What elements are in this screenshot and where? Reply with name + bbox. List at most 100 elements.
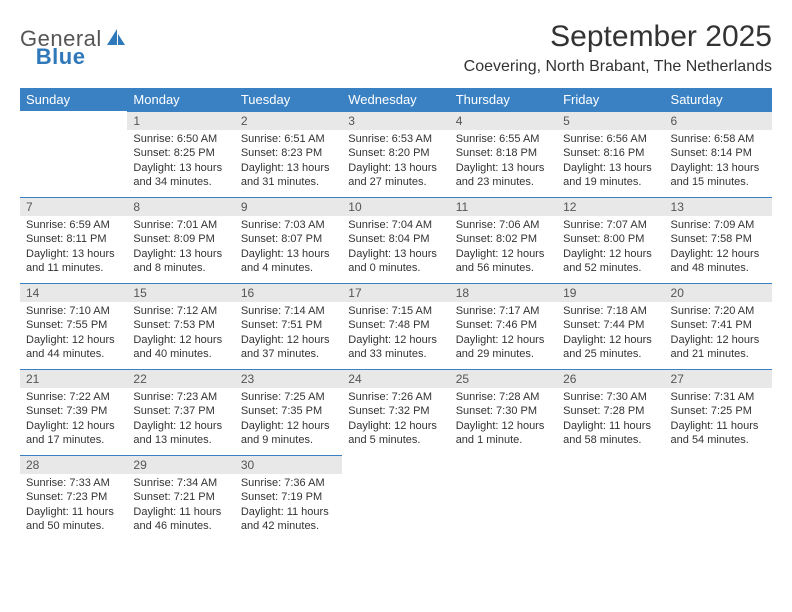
sunset-line: Sunset: 7:41 PM — [671, 318, 766, 332]
daylight-line-1: Daylight: 11 hours — [241, 505, 336, 519]
daylight-line-2: and 21 minutes. — [671, 347, 766, 361]
calendar-day-cell: 24Sunrise: 7:26 AMSunset: 7:32 PMDayligh… — [342, 369, 449, 455]
sunset-line: Sunset: 7:35 PM — [241, 404, 336, 418]
day-details: Sunrise: 6:50 AMSunset: 8:25 PMDaylight:… — [127, 130, 234, 193]
sunrise-line: Sunrise: 7:10 AM — [26, 304, 121, 318]
daylight-line-1: Daylight: 12 hours — [133, 419, 228, 433]
sunrise-line: Sunrise: 7:03 AM — [241, 218, 336, 232]
month-title: September 2025 — [464, 20, 772, 54]
daylight-line-2: and 50 minutes. — [26, 519, 121, 533]
sunset-line: Sunset: 7:28 PM — [563, 404, 658, 418]
day-number: 30 — [235, 455, 342, 474]
calendar-week-row: 1Sunrise: 6:50 AMSunset: 8:25 PMDaylight… — [20, 111, 772, 197]
sunset-line: Sunset: 8:14 PM — [671, 146, 766, 160]
day-number: 19 — [557, 283, 664, 302]
day-details: Sunrise: 6:56 AMSunset: 8:16 PMDaylight:… — [557, 130, 664, 193]
daylight-line-2: and 44 minutes. — [26, 347, 121, 361]
daylight-line-1: Daylight: 12 hours — [348, 419, 443, 433]
calendar-week-row: 7Sunrise: 6:59 AMSunset: 8:11 PMDaylight… — [20, 197, 772, 283]
sunrise-line: Sunrise: 7:33 AM — [26, 476, 121, 490]
calendar-day-cell: 22Sunrise: 7:23 AMSunset: 7:37 PMDayligh… — [127, 369, 234, 455]
day-number: 28 — [20, 455, 127, 474]
sunset-line: Sunset: 7:46 PM — [456, 318, 551, 332]
daylight-line-2: and 8 minutes. — [133, 261, 228, 275]
day-number: 21 — [20, 369, 127, 388]
daylight-line-1: Daylight: 13 hours — [26, 247, 121, 261]
sunset-line: Sunset: 7:48 PM — [348, 318, 443, 332]
daylight-line-1: Daylight: 13 hours — [456, 161, 551, 175]
daylight-line-2: and 34 minutes. — [133, 175, 228, 189]
day-number: 8 — [127, 197, 234, 216]
sunrise-line: Sunrise: 7:09 AM — [671, 218, 766, 232]
daylight-line-2: and 58 minutes. — [563, 433, 658, 447]
calendar-day-cell: 18Sunrise: 7:17 AMSunset: 7:46 PMDayligh… — [450, 283, 557, 369]
day-details: Sunrise: 6:53 AMSunset: 8:20 PMDaylight:… — [342, 130, 449, 193]
sunset-line: Sunset: 7:58 PM — [671, 232, 766, 246]
calendar-day-cell: 15Sunrise: 7:12 AMSunset: 7:53 PMDayligh… — [127, 283, 234, 369]
sunset-line: Sunset: 7:37 PM — [133, 404, 228, 418]
daylight-line-1: Daylight: 11 hours — [133, 505, 228, 519]
daylight-line-2: and 17 minutes. — [26, 433, 121, 447]
daylight-line-1: Daylight: 12 hours — [456, 247, 551, 261]
sunrise-line: Sunrise: 6:58 AM — [671, 132, 766, 146]
daylight-line-1: Daylight: 11 hours — [563, 419, 658, 433]
day-details: Sunrise: 7:28 AMSunset: 7:30 PMDaylight:… — [450, 388, 557, 451]
daylight-line-1: Daylight: 12 hours — [456, 333, 551, 347]
calendar-day-cell: 4Sunrise: 6:55 AMSunset: 8:18 PMDaylight… — [450, 111, 557, 197]
day-details: Sunrise: 7:15 AMSunset: 7:48 PMDaylight:… — [342, 302, 449, 365]
calendar-day-cell: 27Sunrise: 7:31 AMSunset: 7:25 PMDayligh… — [665, 369, 772, 455]
calendar-empty-cell — [450, 455, 557, 541]
sunset-line: Sunset: 8:11 PM — [26, 232, 121, 246]
sunset-line: Sunset: 7:39 PM — [26, 404, 121, 418]
calendar-empty-cell — [20, 111, 127, 197]
day-number: 25 — [450, 369, 557, 388]
day-number: 11 — [450, 197, 557, 216]
daylight-line-1: Daylight: 12 hours — [671, 247, 766, 261]
header-row: General Blue September 2025 Coevering, N… — [20, 20, 772, 76]
sunrise-line: Sunrise: 7:06 AM — [456, 218, 551, 232]
day-details: Sunrise: 7:31 AMSunset: 7:25 PMDaylight:… — [665, 388, 772, 451]
day-details: Sunrise: 7:25 AMSunset: 7:35 PMDaylight:… — [235, 388, 342, 451]
sunset-line: Sunset: 8:07 PM — [241, 232, 336, 246]
sunset-line: Sunset: 7:23 PM — [26, 490, 121, 504]
daylight-line-1: Daylight: 13 hours — [671, 161, 766, 175]
sunrise-line: Sunrise: 7:07 AM — [563, 218, 658, 232]
daylight-line-1: Daylight: 12 hours — [241, 333, 336, 347]
calendar-day-cell: 13Sunrise: 7:09 AMSunset: 7:58 PMDayligh… — [665, 197, 772, 283]
sunrise-line: Sunrise: 7:25 AM — [241, 390, 336, 404]
sunrise-line: Sunrise: 6:51 AM — [241, 132, 336, 146]
daylight-line-1: Daylight: 12 hours — [456, 419, 551, 433]
sunset-line: Sunset: 8:18 PM — [456, 146, 551, 160]
sunrise-line: Sunrise: 7:30 AM — [563, 390, 658, 404]
daylight-line-2: and 27 minutes. — [348, 175, 443, 189]
brand-logo: General Blue — [20, 20, 179, 52]
sunrise-line: Sunrise: 6:50 AM — [133, 132, 228, 146]
calendar-day-cell: 7Sunrise: 6:59 AMSunset: 8:11 PMDaylight… — [20, 197, 127, 283]
daylight-line-2: and 23 minutes. — [456, 175, 551, 189]
sunrise-line: Sunrise: 6:59 AM — [26, 218, 121, 232]
daylight-line-1: Daylight: 12 hours — [563, 333, 658, 347]
day-details: Sunrise: 7:06 AMSunset: 8:02 PMDaylight:… — [450, 216, 557, 279]
calendar-day-cell: 21Sunrise: 7:22 AMSunset: 7:39 PMDayligh… — [20, 369, 127, 455]
calendar-day-cell: 1Sunrise: 6:50 AMSunset: 8:25 PMDaylight… — [127, 111, 234, 197]
calendar-day-cell: 8Sunrise: 7:01 AMSunset: 8:09 PMDaylight… — [127, 197, 234, 283]
sunrise-line: Sunrise: 7:34 AM — [133, 476, 228, 490]
sunset-line: Sunset: 8:04 PM — [348, 232, 443, 246]
day-number: 20 — [665, 283, 772, 302]
sunrise-line: Sunrise: 7:18 AM — [563, 304, 658, 318]
day-number: 4 — [450, 111, 557, 130]
weekday-header: Tuesday — [235, 88, 342, 111]
daylight-line-1: Daylight: 12 hours — [563, 247, 658, 261]
day-details: Sunrise: 7:04 AMSunset: 8:04 PMDaylight:… — [342, 216, 449, 279]
calendar-empty-cell — [342, 455, 449, 541]
daylight-line-2: and 25 minutes. — [563, 347, 658, 361]
daylight-line-2: and 37 minutes. — [241, 347, 336, 361]
day-number: 24 — [342, 369, 449, 388]
day-number: 16 — [235, 283, 342, 302]
calendar-day-cell: 5Sunrise: 6:56 AMSunset: 8:16 PMDaylight… — [557, 111, 664, 197]
brand-sail-icon — [106, 28, 126, 51]
calendar-week-row: 14Sunrise: 7:10 AMSunset: 7:55 PMDayligh… — [20, 283, 772, 369]
sunrise-line: Sunrise: 7:14 AM — [241, 304, 336, 318]
daylight-line-2: and 1 minute. — [456, 433, 551, 447]
day-details: Sunrise: 6:58 AMSunset: 8:14 PMDaylight:… — [665, 130, 772, 193]
